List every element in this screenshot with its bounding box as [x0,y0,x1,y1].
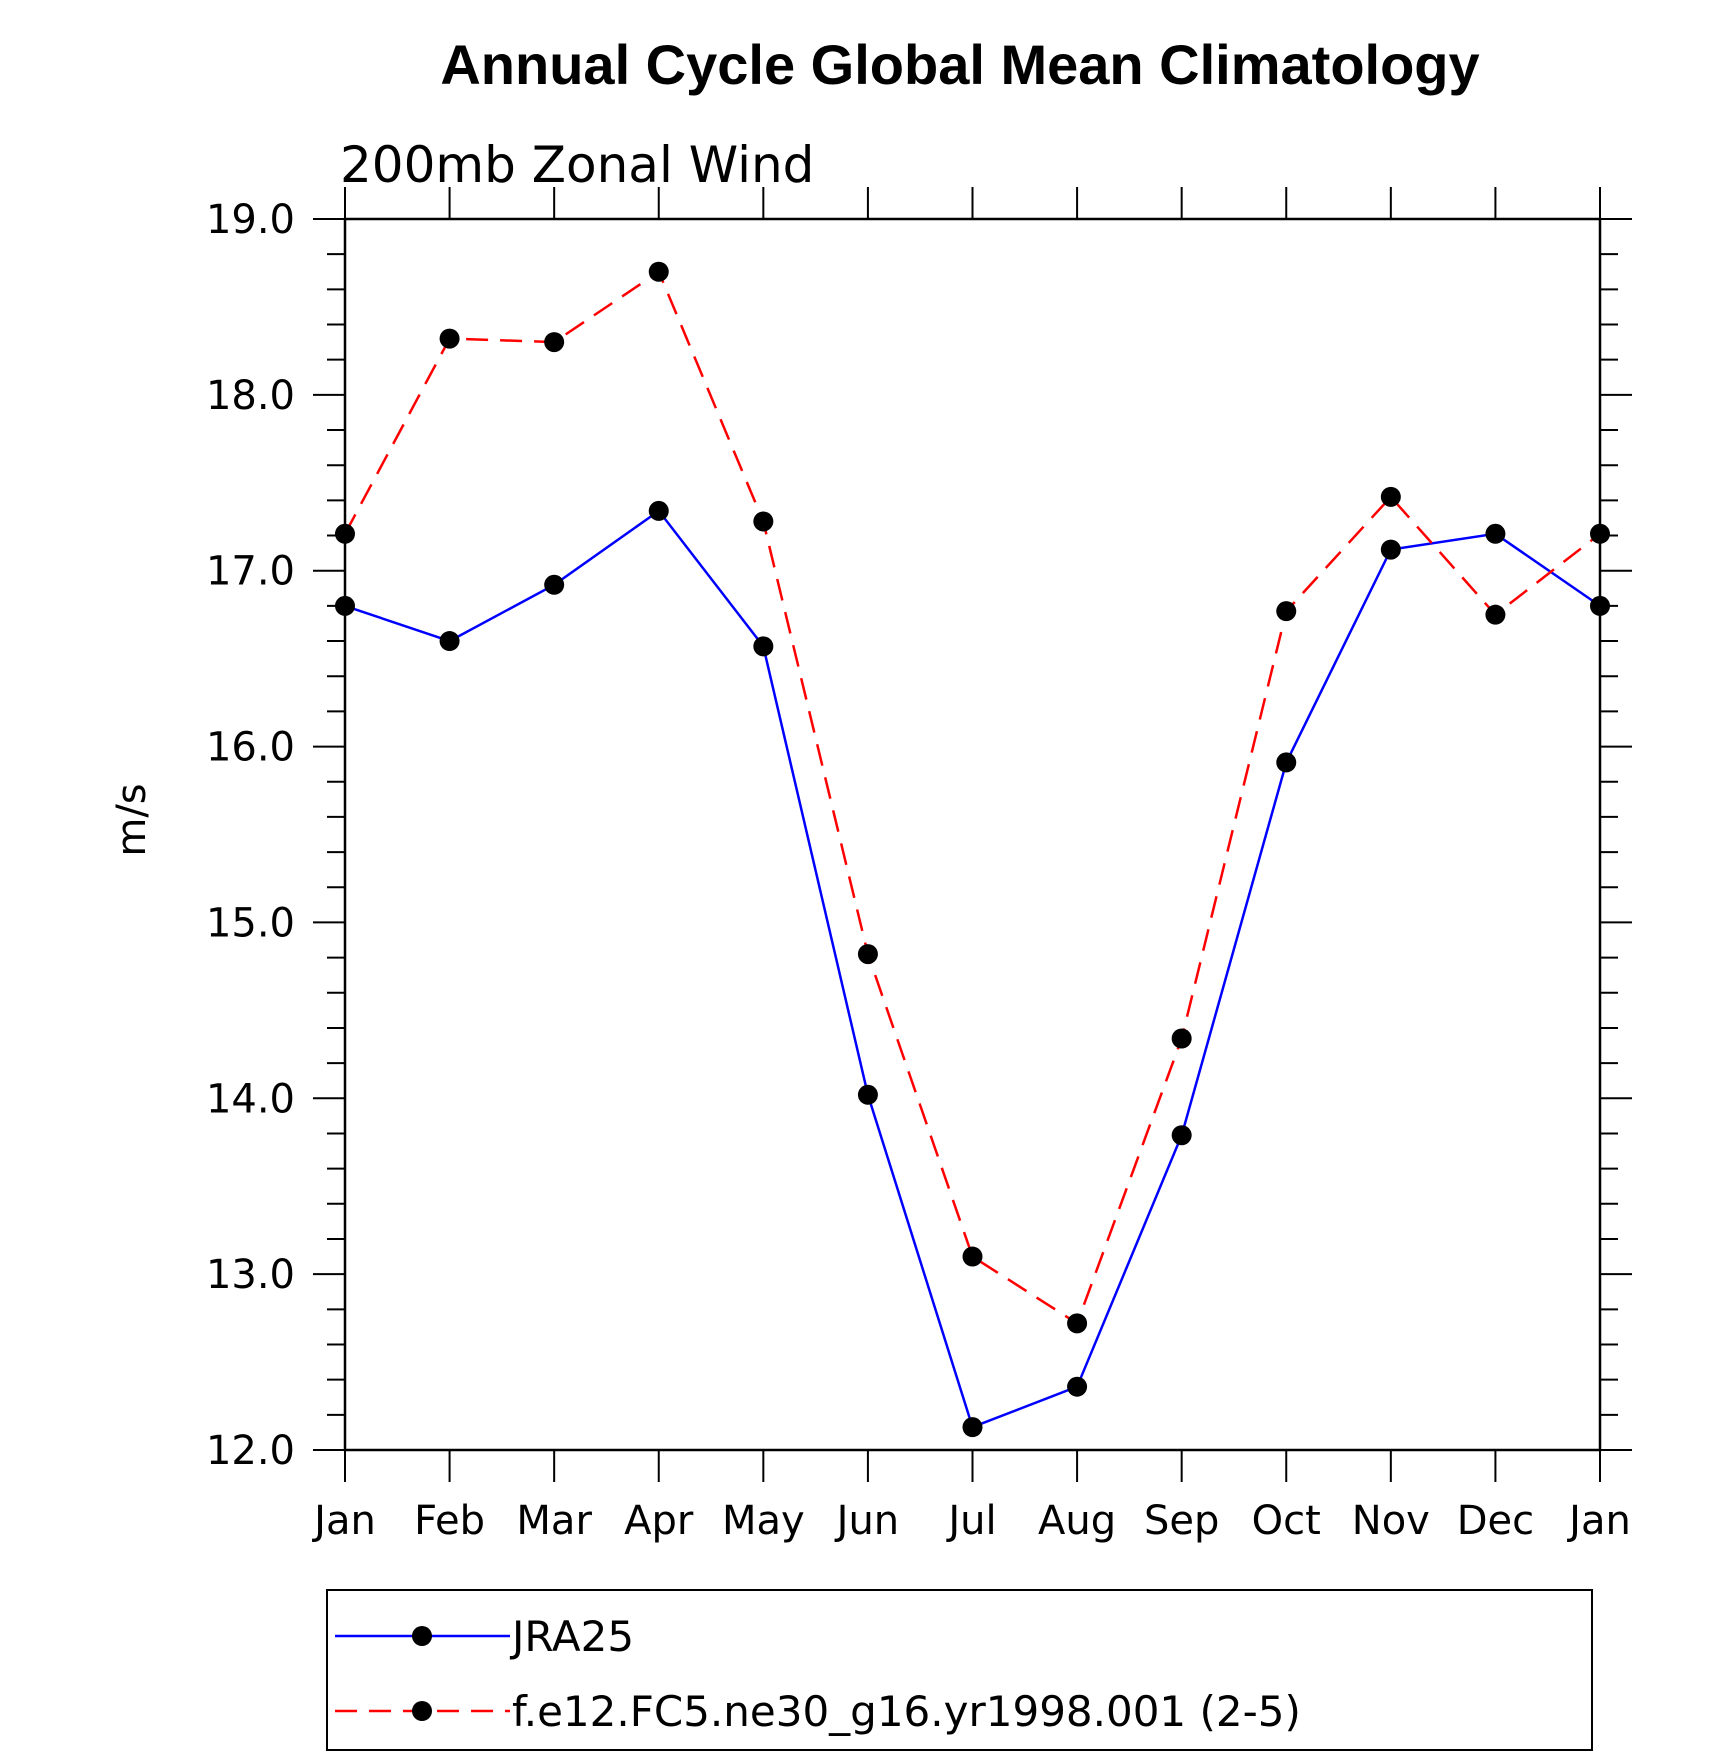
legend-label-jra25: JRA25 [509,1612,634,1661]
y-tick-label: 18.0 [206,373,295,419]
data-point-jra25 [1485,523,1506,544]
data-point-model [439,328,460,349]
legend-label-model: f.e12.FC5.ne30_g16.yr1998.001 (2-5) [512,1687,1301,1736]
x-tick-label: May [722,1498,805,1544]
x-tick-label: Jan [1566,1498,1631,1544]
data-point-model [1171,1028,1192,1049]
x-tick-label: Jan [311,1498,376,1544]
data-point-jra25 [857,1084,878,1105]
data-point-jra25 [1590,595,1610,616]
legend: JRA25 f.e12.FC5.ne30_g16.yr1998.001 (2-5… [326,1589,1593,1751]
data-point-model [1590,523,1610,544]
chart-title: Annual Cycle Global Mean Climatology [440,33,1479,96]
y-axis-label: m/s [109,783,155,856]
data-point-jra25 [962,1417,983,1438]
data-point-model [648,261,669,282]
data-point-jra25 [1276,752,1297,773]
x-tick-label: Feb [414,1498,485,1544]
data-point-jra25 [648,500,669,521]
data-point-jra25 [544,574,565,595]
data-point-model [1380,486,1401,507]
x-tick-label: Sep [1144,1498,1219,1544]
y-tick-label: 12.0 [206,1428,295,1474]
data-point-jra25 [1067,1376,1088,1397]
data-point-model [335,523,355,544]
y-axis: 12.0 13.0 14.0 15.0 16.0 17.0 18.0 19.0 [206,197,1632,1474]
data-point-model [1276,601,1297,622]
data-point-model [962,1246,983,1267]
data-point-jra25 [753,636,774,657]
y-tick-label: 17.0 [206,549,295,595]
series-layer [335,261,1610,1438]
chart-subtitle: 200mb Zonal Wind [340,136,814,194]
x-tick-label: Nov [1352,1498,1430,1544]
legend-box [326,1589,1593,1751]
data-point-model [1485,604,1506,625]
y-tick-label: 16.0 [206,725,295,771]
x-tick-label: Apr [624,1498,694,1544]
x-tick-label: Jun [834,1498,900,1544]
data-point-jra25 [1380,539,1401,560]
data-point-model [857,944,878,965]
x-tick-label: Aug [1038,1498,1116,1544]
x-tick-label: Mar [516,1498,592,1544]
legend-marker-jra25 [412,1626,432,1646]
data-point-jra25 [335,595,355,616]
data-point-jra25 [1171,1125,1192,1146]
legend-marker-model [412,1701,432,1721]
x-tick-label: Dec [1457,1498,1534,1544]
x-axis: Jan Feb Mar Apr May Jun Jul Aug Sep Oct Nov Dec Jan [311,187,1631,1544]
series-line-jra25 [344,509,1601,1429]
y-tick-label: 19.0 [206,197,295,243]
data-point-model [544,332,565,353]
x-tick-label: Jul [945,1498,996,1544]
y-tick-label: 15.0 [206,900,295,946]
data-point-jra25 [439,631,460,652]
y-tick-label: 14.0 [206,1076,295,1122]
data-point-model [1067,1313,1088,1334]
data-point-model [753,511,774,532]
x-tick-label: Oct [1252,1498,1321,1544]
y-tick-label: 13.0 [206,1252,295,1298]
series-line-model [343,269,1601,1326]
